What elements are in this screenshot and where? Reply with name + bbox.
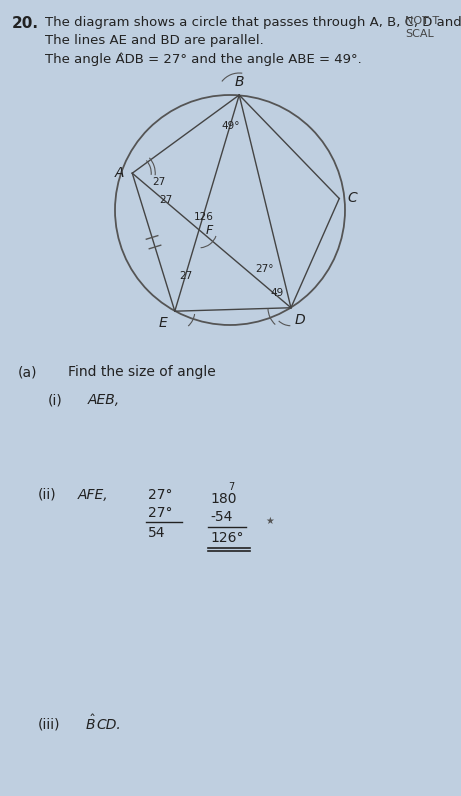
- Text: 27: 27: [180, 271, 193, 280]
- Text: B: B: [86, 718, 95, 732]
- Text: 126°: 126°: [210, 531, 243, 545]
- Text: (i): (i): [48, 393, 63, 407]
- Text: 49: 49: [271, 288, 284, 298]
- Text: SCAL: SCAL: [405, 29, 434, 39]
- Text: (iii): (iii): [38, 718, 60, 732]
- Text: 7: 7: [228, 482, 234, 492]
- Text: 126: 126: [194, 212, 213, 222]
- Text: AFE,: AFE,: [78, 488, 109, 502]
- Text: -54: -54: [210, 510, 232, 524]
- Text: The lines AE and BD are parallel.: The lines AE and BD are parallel.: [45, 34, 264, 47]
- Text: B: B: [235, 75, 244, 89]
- Text: 49°: 49°: [222, 121, 240, 131]
- Text: AEB,: AEB,: [88, 393, 120, 407]
- Text: Find the size of angle: Find the size of angle: [68, 365, 216, 379]
- Text: E: E: [159, 316, 167, 330]
- Text: 27: 27: [159, 195, 172, 205]
- Text: 180: 180: [210, 492, 236, 506]
- Text: (a): (a): [18, 365, 37, 379]
- Text: C: C: [348, 192, 357, 205]
- Text: (ii): (ii): [38, 488, 57, 502]
- Text: 27: 27: [152, 178, 165, 187]
- Text: 54: 54: [148, 526, 165, 540]
- Text: 27°: 27°: [148, 506, 172, 520]
- Text: ★: ★: [265, 516, 274, 526]
- Text: 20.: 20.: [12, 16, 39, 31]
- Text: 27°: 27°: [148, 488, 172, 502]
- Text: D: D: [295, 313, 305, 326]
- Text: NOT T: NOT T: [405, 16, 439, 26]
- Text: 27°: 27°: [255, 263, 274, 274]
- Text: The diagram shows a circle that passes through A, B, C, D and E.: The diagram shows a circle that passes t…: [45, 16, 461, 29]
- Text: CD.: CD.: [96, 718, 121, 732]
- Text: The angle ÂDB = 27° and the angle ABE = 49°.: The angle ÂDB = 27° and the angle ABE =…: [45, 52, 362, 65]
- Text: F: F: [206, 224, 213, 237]
- Text: A: A: [114, 166, 124, 180]
